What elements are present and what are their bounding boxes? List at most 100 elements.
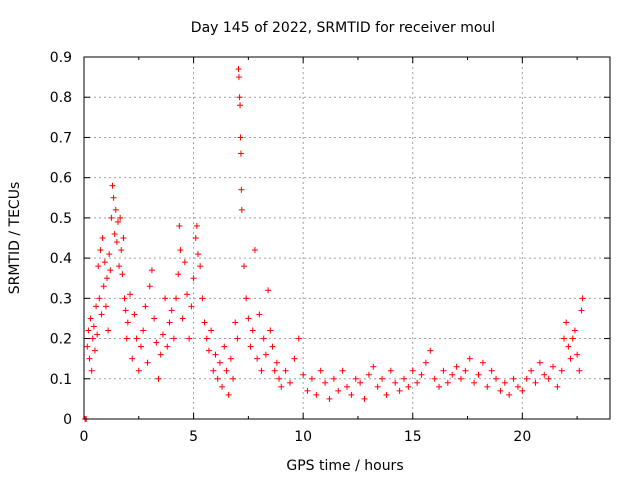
data-point xyxy=(304,387,311,394)
data-point xyxy=(251,247,258,254)
data-point xyxy=(245,315,252,322)
data-point xyxy=(236,94,243,101)
x-tick-label: 10 xyxy=(294,429,312,445)
data-point xyxy=(282,367,289,374)
data-point xyxy=(523,375,530,382)
data-point xyxy=(227,355,234,362)
data-point xyxy=(104,275,111,282)
data-point xyxy=(361,395,368,402)
data-point xyxy=(216,359,223,366)
data-point xyxy=(237,134,244,141)
data-point xyxy=(168,307,175,314)
data-point xyxy=(219,383,226,390)
x-tick-label: 0 xyxy=(80,429,89,445)
data-point xyxy=(291,355,298,362)
data-point xyxy=(108,214,115,221)
data-point xyxy=(102,303,109,310)
data-point xyxy=(262,351,269,358)
data-point xyxy=(348,391,355,398)
data-point xyxy=(159,331,166,338)
data-point xyxy=(95,263,102,270)
data-point xyxy=(558,367,565,374)
data-point xyxy=(193,222,200,229)
data-point xyxy=(357,379,364,386)
x-tick-label: 15 xyxy=(404,429,422,445)
data-point xyxy=(569,335,576,342)
data-point xyxy=(471,379,478,386)
data-point xyxy=(140,327,147,334)
x-axis-label: GPS time / hours xyxy=(286,458,403,474)
data-point xyxy=(493,375,500,382)
data-point xyxy=(194,251,201,258)
data-point xyxy=(400,375,407,382)
data-point xyxy=(84,343,91,350)
data-point xyxy=(269,343,276,350)
data-point xyxy=(260,335,267,342)
data-point xyxy=(449,371,456,378)
data-point xyxy=(112,206,119,213)
data-point xyxy=(322,379,329,386)
data-point xyxy=(146,283,153,290)
data-point xyxy=(238,186,245,193)
data-points xyxy=(82,66,586,422)
chart-title: Day 145 of 2022, SRMTID for receiver mou… xyxy=(191,20,495,36)
x-tick-label: 20 xyxy=(513,429,531,445)
data-point xyxy=(295,335,302,342)
data-point xyxy=(190,275,197,282)
data-point xyxy=(199,295,206,302)
data-point xyxy=(352,375,359,382)
data-point xyxy=(462,367,469,374)
data-point xyxy=(571,327,578,334)
data-point xyxy=(237,102,244,109)
data-point xyxy=(153,339,160,346)
data-point xyxy=(205,347,212,354)
data-point xyxy=(142,303,149,310)
data-point xyxy=(94,331,101,338)
data-point xyxy=(427,347,434,354)
data-point xyxy=(208,327,215,334)
data-point xyxy=(184,291,191,298)
y-tick-label: 0.4 xyxy=(50,251,72,267)
y-tick-label: 0.1 xyxy=(50,372,72,388)
data-point xyxy=(240,263,247,270)
data-point xyxy=(111,230,118,237)
data-point xyxy=(536,359,543,366)
data-point xyxy=(565,343,572,350)
data-point xyxy=(235,74,242,81)
data-point xyxy=(453,363,460,370)
data-point xyxy=(230,375,237,382)
data-point xyxy=(313,391,320,398)
data-point xyxy=(110,194,117,201)
data-point xyxy=(109,182,116,189)
y-axis: 0 0.1 0.2 0.3 0.4 0.5 0.6 0.7 0.8 0.9 xyxy=(50,50,610,428)
data-point xyxy=(560,335,567,342)
data-point xyxy=(405,383,412,390)
data-point xyxy=(162,295,169,302)
data-point xyxy=(177,247,184,254)
data-point xyxy=(414,379,421,386)
data-point xyxy=(497,387,504,394)
data-point xyxy=(122,307,129,314)
data-point xyxy=(267,327,274,334)
data-point xyxy=(567,355,574,362)
y-tick-label: 0.6 xyxy=(50,171,72,187)
data-point xyxy=(120,235,127,241)
data-point xyxy=(221,343,228,350)
data-point xyxy=(344,383,350,390)
data-point xyxy=(127,291,134,298)
data-point xyxy=(188,303,195,310)
data-point xyxy=(225,391,232,398)
data-point xyxy=(123,335,130,342)
data-point xyxy=(254,355,261,362)
data-point xyxy=(554,383,561,390)
data-point xyxy=(100,283,107,290)
data-point xyxy=(422,359,429,366)
data-point xyxy=(173,295,180,302)
y-tick-label: 0.8 xyxy=(50,90,72,106)
y-tick-label: 0.5 xyxy=(50,211,72,227)
data-point xyxy=(93,303,100,310)
data-point xyxy=(440,367,447,374)
x-tick-label: 5 xyxy=(189,429,198,445)
data-point xyxy=(444,379,451,386)
data-point xyxy=(148,267,155,274)
